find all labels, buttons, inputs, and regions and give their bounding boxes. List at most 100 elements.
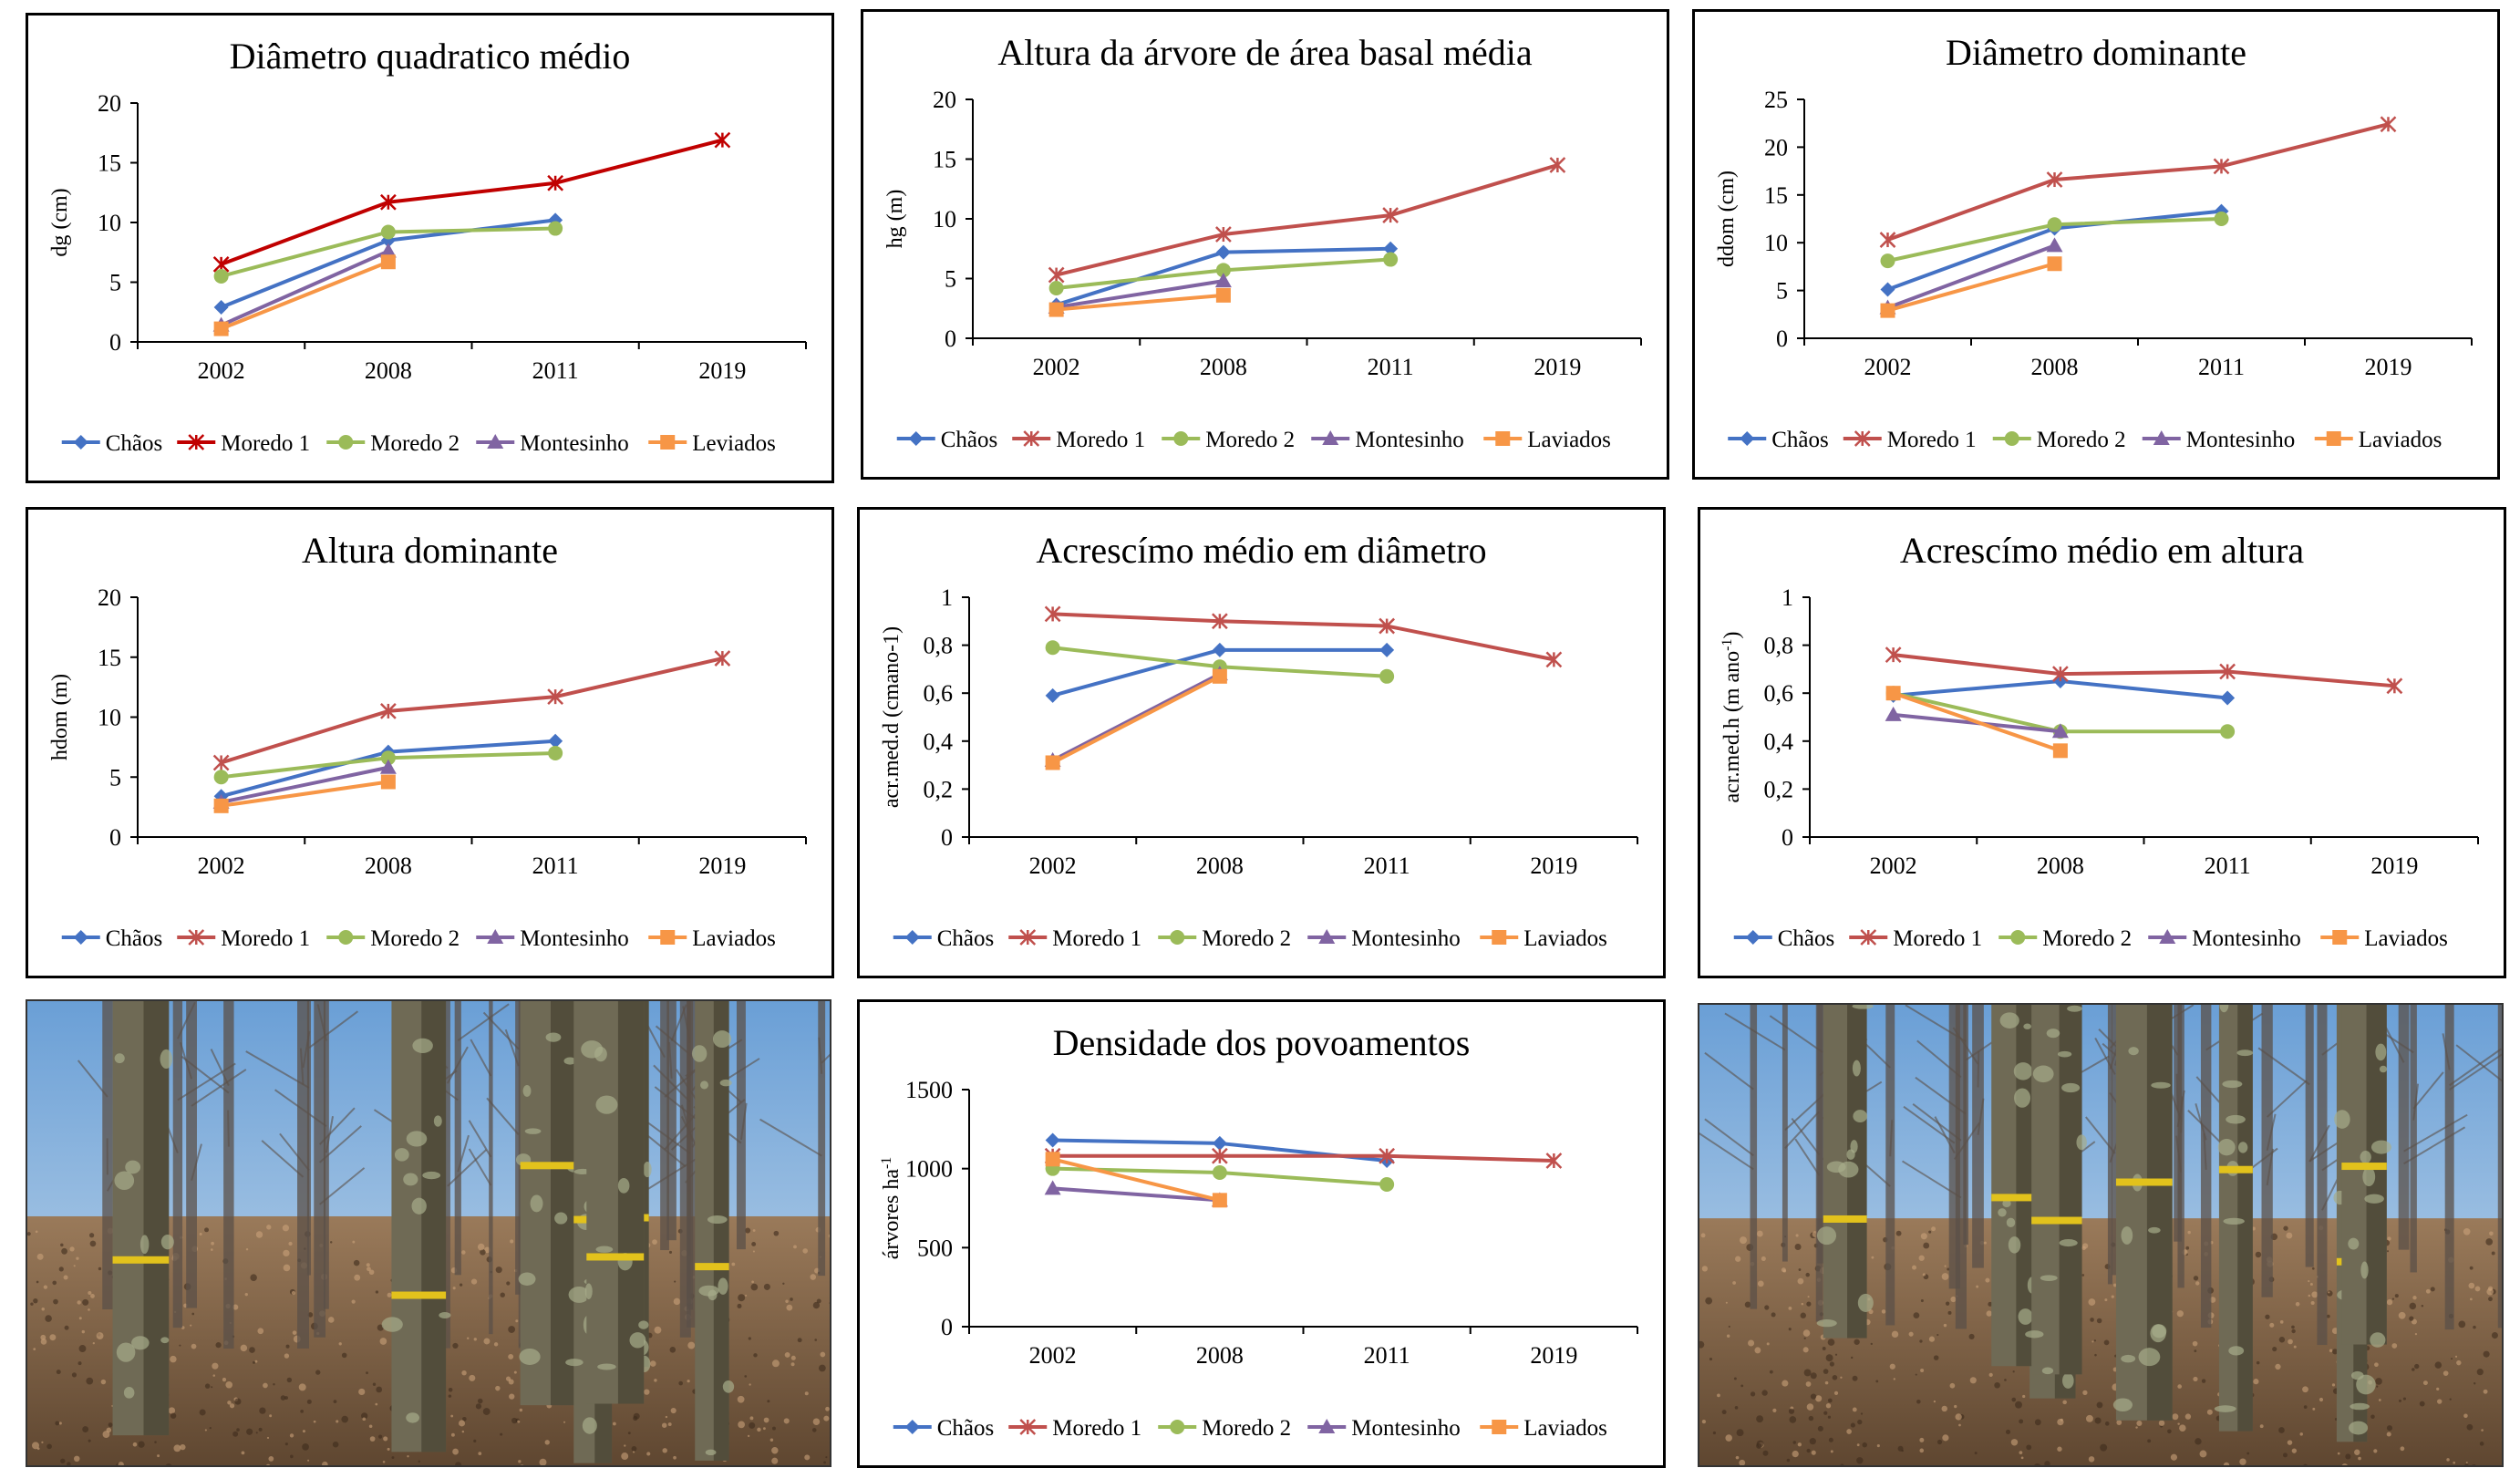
legend-marker: [338, 435, 353, 450]
legend-item: Moredo 1: [1008, 926, 1141, 951]
data-point: [1049, 281, 1064, 295]
chart-svg: Densidade dos povoamentos050010001500200…: [860, 1002, 1663, 1465]
yellow-marking-band: [695, 1263, 728, 1270]
x-tick-label: 2011: [1364, 1342, 1410, 1369]
x-tick-label: 2019: [1530, 1342, 1577, 1369]
data-point: [1383, 253, 1398, 267]
data-point: [1213, 1165, 1227, 1180]
y-tick-label: 5: [1776, 278, 1788, 305]
x-tick-label: 2011: [1368, 354, 1414, 380]
legend-label: Moredo 2: [1202, 926, 1291, 951]
legend-item: Moredo 1: [1849, 926, 1982, 951]
y-tick-label: 15: [1764, 182, 1788, 209]
x-tick-label: 2019: [1534, 354, 1581, 380]
legend-item: Moredo 2: [326, 431, 460, 456]
data-point: [1379, 643, 1394, 657]
data-point: [2215, 212, 2229, 226]
series-moredo-1: [1046, 606, 1562, 667]
y-tick-label: 15: [933, 147, 956, 173]
legend-item: Laviados: [1483, 428, 1611, 452]
legend-label: Moredo 1: [221, 926, 310, 951]
y-tick-label: 1000: [905, 1156, 953, 1183]
legend-item: Montesinho: [1307, 926, 1460, 951]
y-tick-label: 15: [98, 150, 121, 177]
y-tick-label: 10: [933, 206, 956, 233]
legend-marker: [2010, 930, 2025, 945]
legend-label: Laviados: [1523, 1416, 1607, 1441]
legend-item: Montesinho: [1307, 1416, 1460, 1441]
y-tick-label: 20: [98, 90, 121, 117]
legend-marker: [74, 930, 88, 945]
legend-label: Chãos: [106, 926, 163, 951]
data-point: [548, 746, 563, 760]
legend-label: Montesinho: [520, 926, 628, 951]
data-point: [381, 254, 396, 269]
legend-item: Leviados: [648, 431, 776, 456]
data-point: [214, 300, 229, 315]
legend-label: Chãos: [106, 431, 163, 456]
x-tick-label: 2019: [2370, 853, 2418, 879]
data-point: [1886, 686, 1901, 700]
legend-marker: [1746, 930, 1761, 945]
legend-label: Montesinho: [1351, 926, 1460, 951]
legend-item: Moredo 2: [1158, 926, 1291, 951]
legend-label: Moredo 1: [1887, 428, 1977, 452]
y-tick-label: 0: [109, 329, 121, 356]
data-point: [1881, 304, 1895, 318]
legend-marker: [1492, 930, 1506, 945]
data-point: [1213, 643, 1227, 657]
data-point: [1046, 688, 1060, 703]
legend-marker: [905, 1420, 920, 1434]
legend-label: Montesinho: [2186, 428, 2295, 452]
legend-label: Moredo 1: [221, 431, 310, 456]
yellow-marking-band: [2341, 1163, 2386, 1170]
series-moredo-1: [1881, 117, 2396, 247]
x-tick-label: 2019: [698, 357, 746, 384]
data-point: [1216, 288, 1231, 303]
legend-item: Moredo 2: [1993, 428, 2126, 452]
legend-item: Chãos: [897, 428, 998, 452]
y-tick-label: 0,2: [1764, 776, 1794, 802]
series-line: [222, 140, 723, 264]
data-point: [1216, 245, 1231, 260]
yellow-marking-band: [113, 1256, 170, 1264]
legend-label: Moredo 1: [1052, 926, 1141, 951]
x-tick-label: 2008: [1196, 853, 1244, 879]
y-axis-label: acr.med.h (m ano-1): [1720, 632, 1745, 803]
y-tick-label: 0: [109, 824, 121, 851]
legend-label: Chãos: [937, 1416, 995, 1441]
x-tick-label: 2002: [1033, 354, 1080, 380]
legend-marker: [1492, 1420, 1506, 1434]
legend-label: Moredo 1: [1056, 428, 1145, 452]
yellow-marking-band: [1991, 1194, 2036, 1201]
series-line: [222, 251, 388, 325]
data-point: [214, 322, 229, 336]
series-line: [1053, 614, 1554, 659]
y-tick-label: 20: [933, 87, 956, 113]
legend-label: Moredo 2: [1202, 1416, 1291, 1441]
data-point: [1379, 669, 1394, 684]
legend-label: Chãos: [1771, 428, 1829, 452]
y-axis-label: hdom (m): [48, 674, 72, 760]
legend-marker: [2327, 431, 2341, 446]
y-axis-label: árvores ha-1: [879, 1157, 904, 1260]
legend-item: Montesinho: [476, 926, 628, 951]
yellow-marking-band: [391, 1292, 446, 1299]
legend-item: Laviados: [648, 926, 776, 951]
x-tick-label: 2008: [365, 853, 412, 879]
data-point: [1213, 1193, 1227, 1207]
legend-label: Chãos: [1778, 926, 1835, 951]
series-montesinho: [1880, 237, 2063, 314]
chart-title: Acrescímo médio em diâmetro: [1036, 530, 1486, 571]
forest-photo-right: [1698, 1003, 2504, 1467]
data-point: [1046, 1152, 1060, 1166]
data-point: [381, 775, 396, 790]
x-tick-label: 2019: [2365, 354, 2412, 380]
legend-label: Moredo 1: [1052, 1416, 1141, 1441]
